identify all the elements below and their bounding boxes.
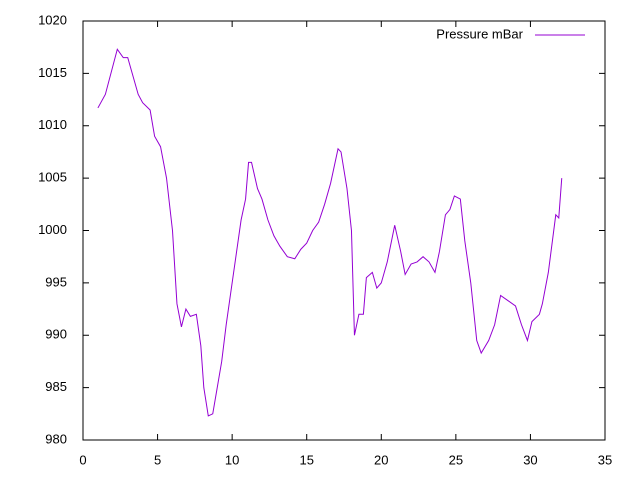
x-tick-label: 35	[598, 452, 612, 467]
y-tick-label: 995	[45, 274, 67, 289]
plot-border	[82, 20, 606, 441]
y-tick-label: 1005	[38, 170, 67, 185]
y-tick-label: 990	[45, 327, 67, 342]
y-tick-label: 1010	[38, 117, 67, 132]
x-tick-label: 0	[79, 452, 86, 467]
y-tick-label: 1020	[38, 12, 67, 27]
y-tick-label: 1015	[38, 65, 67, 80]
x-tick-label: 20	[374, 452, 388, 467]
legend-label: Pressure mBar	[436, 26, 523, 41]
y-tick-label: 1000	[38, 222, 67, 237]
x-tick-label: 30	[523, 452, 537, 467]
x-tick-label: 10	[225, 452, 239, 467]
data-line	[97, 48, 563, 417]
x-tick-label: 5	[154, 452, 161, 467]
x-tick-label: 25	[449, 452, 463, 467]
y-tick-label: 980	[45, 431, 67, 446]
y-tick-label: 985	[45, 379, 67, 394]
x-tick-label: 15	[299, 452, 313, 467]
